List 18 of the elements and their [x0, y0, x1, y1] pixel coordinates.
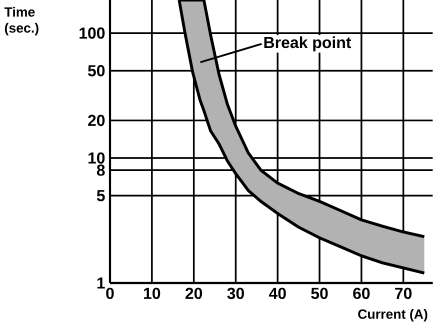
x-tick-label: 50	[311, 288, 328, 300]
x-tick-label: 0	[106, 288, 114, 300]
y-tick-label: 1	[97, 278, 105, 289]
x-axis-title: Current (A)	[358, 309, 428, 322]
x-tick-label: 70	[395, 288, 412, 300]
y-tick-label: 100	[80, 27, 105, 39]
x-tick-label: 40	[268, 288, 286, 300]
x-tick-label: 60	[353, 288, 370, 300]
y-tick-label: 10	[88, 152, 105, 164]
x-tick-label: 10	[144, 288, 160, 300]
y-tick-label: 5	[96, 190, 105, 202]
y-axis-title: Time (sec.)	[4, 6, 38, 36]
x-tick-label: 20	[185, 288, 202, 300]
y-tick-label: 8	[96, 164, 105, 176]
y-tick-label: 50	[88, 65, 105, 76]
annotation: Break point	[264, 36, 352, 52]
y-tick-label: 20	[88, 114, 105, 126]
x-tick-label: 30	[227, 288, 244, 300]
